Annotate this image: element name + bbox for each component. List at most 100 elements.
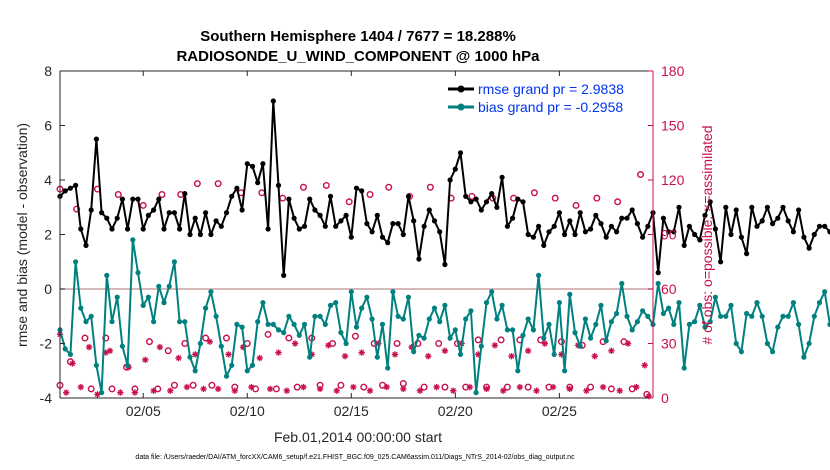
bias-point: [707, 319, 713, 325]
bias-point: [171, 259, 177, 265]
rmse-point: [182, 191, 188, 197]
obs-assimilated-marker: [341, 353, 349, 360]
obs-assimilated-marker: [316, 385, 324, 393]
bias-point: [593, 321, 599, 327]
obs-assimilated-marker: [266, 385, 274, 393]
bias-point: [229, 362, 235, 368]
legend-bias-marker: [457, 103, 465, 111]
bias-point: [457, 351, 464, 357]
obs-possible-marker: [214, 180, 222, 188]
obs-assimilated-marker: [549, 383, 557, 391]
rmse-point: [385, 240, 391, 246]
rmse-point: [619, 215, 625, 221]
bias-point: [265, 321, 271, 327]
obs-possible-marker: [202, 334, 210, 342]
rmse-point: [353, 185, 360, 191]
obs-assimilated-marker: [641, 362, 648, 369]
rmse-point: [629, 207, 635, 213]
obs-assimilated-stroke: [492, 342, 498, 349]
obs-assimilated-stroke: [608, 348, 615, 354]
rmse-point: [400, 231, 406, 238]
bias-point: [395, 313, 401, 319]
rmse-point: [562, 231, 568, 238]
bias-point: [255, 319, 261, 325]
bias-point: [286, 313, 292, 319]
obs-assimilated-marker: [63, 389, 70, 396]
bias-point: [634, 319, 641, 325]
rmse-point: [312, 207, 318, 213]
rmse-point: [187, 231, 193, 238]
obs-assimilated-stroke: [167, 388, 173, 394]
rmse-point: [151, 207, 157, 213]
rmse-point: [483, 199, 490, 205]
bias-point: [525, 316, 531, 322]
bias-point: [614, 310, 620, 317]
obs-assimilated-marker: [508, 353, 515, 360]
bias-point: [343, 340, 349, 347]
obs-assimilated-marker: [256, 354, 263, 362]
obs-assimilated-stroke: [267, 386, 273, 392]
bias-point: [697, 302, 703, 308]
rmse-point: [67, 185, 73, 191]
rmse-point: [551, 223, 557, 229]
obs-possible-marker: [637, 171, 645, 179]
obs-assimilated-stroke: [207, 338, 213, 345]
bias-point: [317, 313, 323, 319]
obs-assimilated-stroke: [157, 344, 163, 350]
obs-possible-marker: [164, 347, 172, 355]
bias-point: [494, 316, 500, 322]
obs-possible-marker: [393, 340, 401, 348]
rmse-point: [255, 180, 261, 186]
bias-point: [348, 289, 354, 295]
bias-point: [666, 305, 672, 311]
rmse-point: [395, 221, 401, 227]
rmse-point: [614, 229, 620, 235]
rmse-point: [666, 229, 672, 235]
bias-point: [359, 305, 365, 311]
bias-point: [296, 332, 302, 338]
rmse-point: [390, 221, 396, 227]
bias-point: [135, 270, 141, 276]
bias-point: [109, 319, 115, 325]
obs-assimilated-marker: [350, 383, 357, 391]
y-axis-label: rmse and bias (model - observation): [14, 123, 30, 347]
obs-assimilated-marker: [483, 385, 490, 393]
bias-point: [140, 302, 146, 308]
obs-assimilated-marker: [85, 343, 93, 351]
rmse-point: [244, 161, 250, 167]
bias-point: [447, 335, 453, 341]
obs-possible-marker: [145, 338, 153, 346]
rmse-point: [369, 229, 375, 235]
obs-possible-marker: [468, 192, 476, 200]
rmse-point: [93, 136, 99, 142]
obs-assimilated-marker: [358, 349, 365, 356]
rmse-point: [473, 196, 479, 202]
obs-assimilated-marker: [599, 383, 607, 391]
obs-possible-marker: [385, 183, 393, 191]
obs-assimilated-stroke: [600, 384, 606, 390]
x-tick-label: 02/10: [230, 403, 265, 419]
bias-point: [405, 294, 412, 300]
bias-point: [499, 302, 505, 308]
bias-point: [301, 321, 308, 327]
y-right-tick-label: 60: [661, 281, 677, 297]
obs-possible-marker: [524, 383, 532, 391]
rmse-point: [192, 215, 198, 221]
bias-point: [556, 300, 563, 306]
bias-point: [442, 302, 448, 308]
obs-possible-marker: [474, 336, 482, 344]
obs-assimilated-stroke: [400, 386, 407, 392]
obs-assimilated-stroke: [232, 388, 238, 394]
obs-assimilated-marker: [131, 389, 139, 396]
bias-point: [281, 330, 287, 336]
obs-possible-marker: [435, 340, 443, 348]
obs-possible-marker: [139, 201, 147, 209]
obs-assimilated-marker: [524, 347, 532, 354]
y-tick-label: 6: [44, 118, 52, 134]
rmse-point: [457, 150, 464, 156]
obs-assimilated-marker: [566, 385, 573, 393]
plot-area: [60, 71, 653, 398]
obs-assimilated-marker: [214, 385, 222, 393]
bias-point: [676, 300, 682, 306]
rmse-point: [411, 218, 417, 224]
